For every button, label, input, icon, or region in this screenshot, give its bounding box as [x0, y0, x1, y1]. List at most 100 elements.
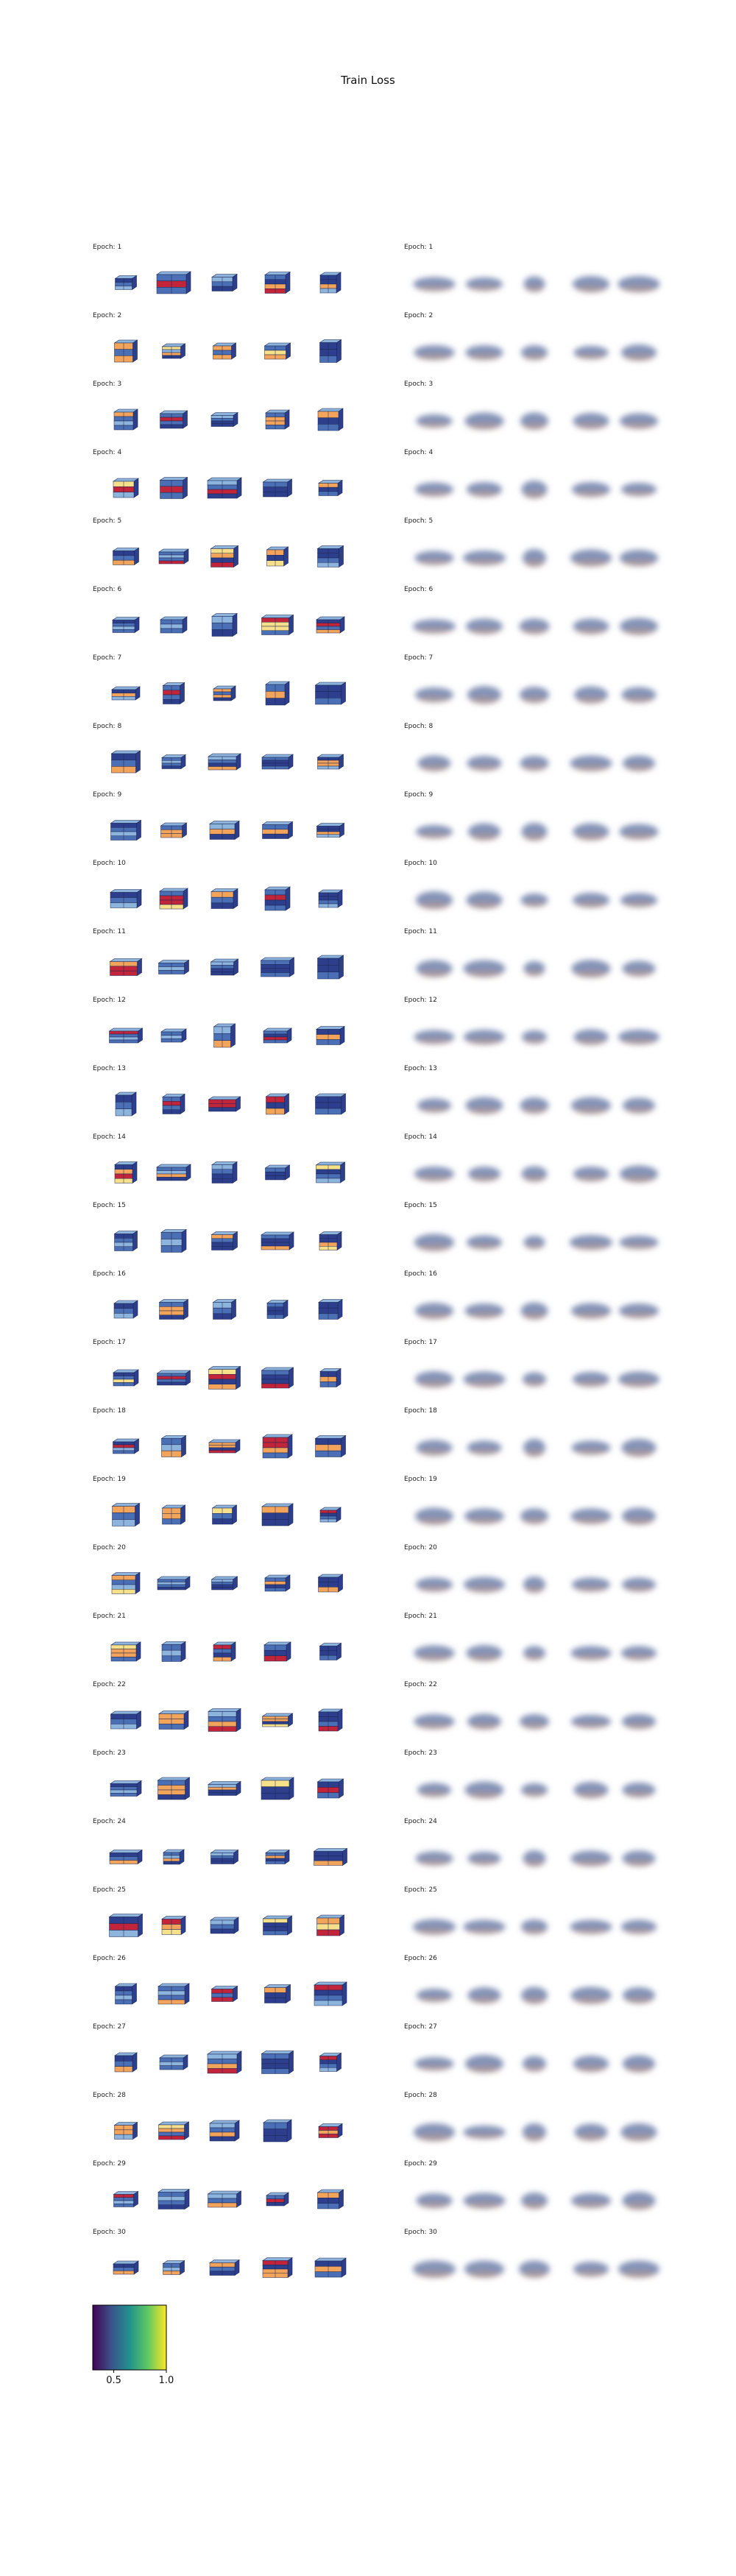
blurred-object-right: [573, 1167, 609, 1182]
blurred-object-right: [521, 823, 548, 841]
voxel-object-left: [160, 822, 188, 838]
blurred-object-right: [465, 1097, 503, 1114]
blurred-object-right: [620, 893, 657, 907]
epoch-label-right: Epoch: 15: [404, 1202, 437, 1209]
blurred-object-right: [618, 1371, 659, 1387]
blurred-object-right: [571, 2193, 611, 2209]
blurred-object-right: [520, 687, 549, 704]
voxel-object-left: [108, 1913, 144, 1938]
voxel-object-left: [261, 754, 294, 770]
blurred-object-right: [622, 1850, 656, 1866]
epoch-label-right: Epoch: 17: [404, 1339, 437, 1346]
epoch-label-left: Epoch: 26: [93, 1955, 126, 1962]
voxel-object-left: [162, 682, 185, 705]
blurred-object-right: [619, 824, 659, 840]
voxel-object-left: [113, 408, 138, 431]
voxel-object-left: [208, 1096, 241, 1112]
epoch-label-right: Epoch: 23: [404, 1749, 437, 1757]
voxel-object-left: [318, 2123, 343, 2139]
blurred-object-right: [570, 1646, 612, 1660]
voxel-object-left: [313, 1847, 348, 1866]
epoch-label-right: Epoch: 4: [404, 449, 433, 456]
voxel-object-left: [318, 1298, 343, 1320]
voxel-object-left: [261, 1713, 294, 1727]
voxel-object-left: [113, 2260, 139, 2275]
voxel-object-left: [111, 1571, 141, 1595]
epoch-label-right: Epoch: 9: [404, 791, 433, 799]
voxel-object-left: [156, 1370, 191, 1386]
blurred-object-right: [466, 618, 503, 634]
voxel-object-left: [110, 888, 142, 909]
voxel-object-left: [211, 1161, 238, 1184]
blurred-object-right: [414, 551, 454, 565]
voxel-object-left: [314, 1981, 347, 2006]
voxel-object-left: [162, 1093, 185, 1115]
blurred-object-right: [523, 1439, 545, 1457]
voxel-object-left: [115, 1091, 137, 1117]
epoch-label-left: Epoch: 15: [93, 1202, 126, 1209]
voxel-object-left: [316, 1025, 345, 1046]
blurred-object-right: [523, 1646, 545, 1660]
blurred-object-right: [570, 1235, 612, 1250]
blurred-object-right: [623, 1097, 655, 1114]
voxel-object-left: [263, 342, 291, 360]
epoch-label-left: Epoch: 24: [93, 1818, 126, 1825]
epoch-label-right: Epoch: 1: [404, 244, 433, 251]
voxel-object-left: [266, 546, 289, 567]
voxel-object-left: [316, 754, 344, 770]
blurred-object-right: [519, 2260, 550, 2278]
voxel-object-left: [316, 545, 344, 568]
epoch-label-right: Epoch: 19: [404, 1476, 437, 1483]
voxel-object-left: [265, 1849, 290, 1865]
blurred-object-right: [621, 687, 657, 703]
voxel-object-left: [113, 1369, 139, 1387]
blurred-object-right: [570, 755, 612, 771]
epoch-label-left: Epoch: 9: [93, 791, 121, 799]
blurred-object-right: [622, 2192, 656, 2210]
voxel-object-left: [208, 1708, 241, 1733]
blurred-object-right: [573, 893, 609, 908]
voxel-object-left: [210, 888, 238, 910]
voxel-object-left: [318, 1708, 343, 1732]
blurred-object-right: [619, 1303, 659, 1319]
blurred-object-right: [523, 2123, 546, 2142]
blurred-object-right: [416, 891, 453, 910]
blurred-object-right: [570, 549, 612, 567]
blurred-object-right: [573, 618, 609, 634]
epoch-label-left: Epoch: 3: [93, 381, 121, 388]
blurred-object-right: [620, 618, 658, 635]
epoch-label-right: Epoch: 7: [404, 654, 433, 662]
blurred-object-right: [467, 1713, 501, 1730]
blurred-object-right: [572, 1577, 610, 1592]
blurred-object-right: [523, 961, 545, 977]
voxel-object-left: [319, 1642, 342, 1661]
blurred-object-right: [414, 1030, 455, 1044]
epoch-label-right: Epoch: 24: [404, 1818, 437, 1825]
blurred-object-right: [521, 1919, 548, 1935]
blurred-object-right: [464, 1781, 504, 1799]
blurred-object-right: [416, 1577, 453, 1592]
blurred-object-right: [571, 1715, 611, 1729]
blurred-object-right: [413, 619, 456, 634]
voxel-object-left: [261, 1503, 294, 1526]
voxel-object-left: [110, 750, 141, 774]
voxel-object-left: [319, 1507, 342, 1523]
voxel-object-left: [316, 1914, 345, 1936]
blurred-object-right: [416, 414, 453, 428]
voxel-object-left: [316, 2189, 344, 2209]
voxel-object-left: [319, 339, 342, 364]
blurred-object-right: [521, 481, 548, 499]
voxel-object-left: [156, 271, 191, 294]
epoch-label-left: Epoch: 12: [93, 997, 126, 1004]
epoch-label-right: Epoch: 28: [404, 2092, 437, 2099]
voxel-object-left: [262, 1434, 293, 1459]
blurred-object-right: [618, 1030, 659, 1045]
blurred-object-right: [463, 1371, 506, 1387]
blurred-object-right: [466, 277, 503, 291]
voxel-object-left: [263, 1027, 292, 1044]
blurred-object-right: [620, 550, 658, 567]
blurred-object-right: [573, 413, 609, 430]
epoch-label-left: Epoch: 21: [93, 1613, 126, 1620]
blurred-object-right: [413, 1919, 456, 1935]
epoch-label-right: Epoch: 27: [404, 2023, 437, 2031]
